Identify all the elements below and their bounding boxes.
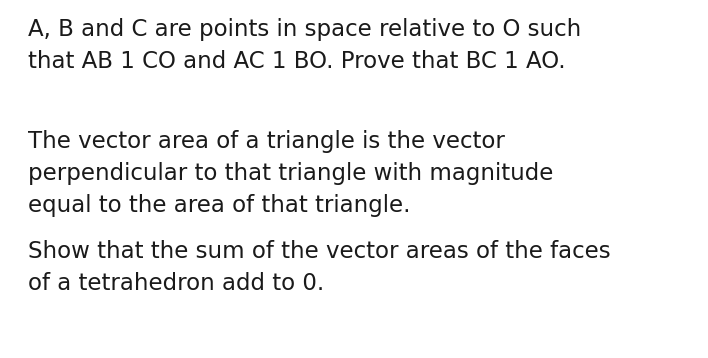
Text: A, B and C are points in space relative to O such: A, B and C are points in space relative … [28, 18, 581, 41]
Text: perpendicular to that triangle with magnitude: perpendicular to that triangle with magn… [28, 162, 554, 185]
Text: Show that the sum of the vector areas of the faces: Show that the sum of the vector areas of… [28, 240, 610, 263]
Text: The vector area of a triangle is the vector: The vector area of a triangle is the vec… [28, 130, 505, 153]
Text: of a tetrahedron add to 0.: of a tetrahedron add to 0. [28, 272, 324, 295]
Text: that AB 1 CO and AC 1 BO. Prove that BC 1 AO.: that AB 1 CO and AC 1 BO. Prove that BC … [28, 50, 566, 73]
Text: equal to the area of that triangle.: equal to the area of that triangle. [28, 194, 411, 217]
